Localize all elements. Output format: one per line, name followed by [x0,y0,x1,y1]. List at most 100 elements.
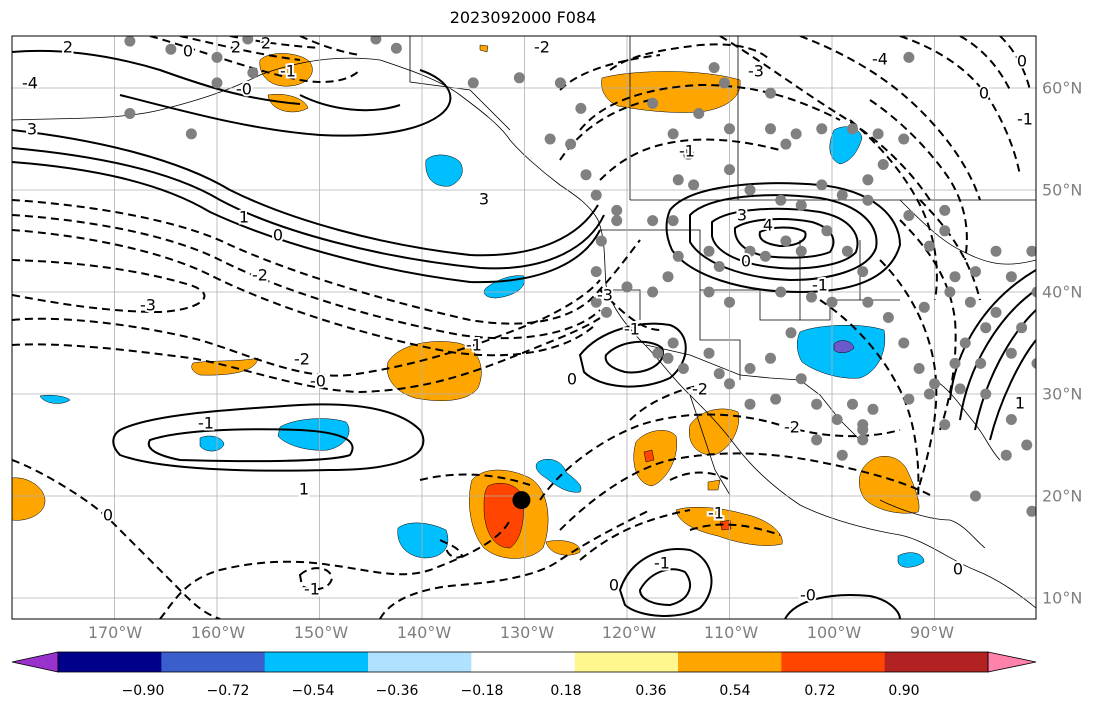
station-dot [1047,266,1058,277]
station-dot [1016,322,1028,334]
colorbar-segment [678,652,782,672]
station-dot [918,301,930,313]
colorbar-segment [161,652,266,672]
colorbar-segment [368,652,472,672]
station-dot [1052,332,1063,343]
station-dot [770,393,782,405]
contour-label: 0 [103,506,113,525]
station-dot [816,179,828,191]
station-dot [811,398,823,410]
station-dot [939,419,951,431]
station-dot [693,108,705,119]
station-dot [370,36,382,45]
station-dot [1093,241,1102,252]
contour-label: -1 [679,142,695,161]
station-dot [775,194,787,206]
station-dot [980,388,992,400]
contour-label: -4 [872,50,888,69]
station-dot [672,250,684,262]
station-dot [513,72,525,84]
station-dot [862,174,874,186]
station-dot [713,368,725,380]
station-dot [785,327,797,339]
station-dot [590,189,602,201]
station-dot [980,322,992,334]
colorbar-tick-label: −0.36 [375,683,419,699]
station-dot [765,123,776,135]
map-title: 2023092000 F084 [449,8,597,27]
lat-label: 60°N [1042,78,1083,98]
station-dot [744,184,756,196]
station-dot [242,36,254,45]
lat-label: 40°N [1042,282,1083,302]
contour-label: -2 [534,38,550,57]
contour-label: -1 [624,320,640,339]
colorbar-segment [471,652,576,672]
lon-label: 140°W [396,623,452,642]
colorbar-tick-label: 0.90 [888,683,920,699]
station-dot [862,296,874,308]
station-dot [954,383,966,395]
colorbar-tick-label: 0.54 [719,683,751,699]
contour-label: 2 [261,34,271,53]
station-dot [724,123,735,135]
colorbar-tick-label: 0.72 [804,683,836,699]
station-dot [959,337,971,349]
colorbar-segment [264,652,369,672]
lat-label: 30°N [1042,384,1083,404]
station-dot [672,174,684,186]
station-markers [124,36,1102,517]
station-dot [667,128,679,140]
station-dot [857,266,869,278]
station-dot [124,108,136,119]
contour-label: -0 [236,80,252,99]
station-dot [688,179,700,191]
station-dot [836,189,848,201]
contour-label: -1 [1017,110,1033,129]
contour-label: 2 [63,38,73,57]
station-dot [667,215,679,227]
station-dot [590,266,602,278]
station-dot [652,347,664,359]
station-dot [565,138,577,150]
contour-lines [12,36,1036,619]
station-dot [872,128,884,140]
station-dot [724,296,735,308]
station-dot [683,148,694,160]
station-dot [806,291,817,303]
lon-label: 90°W [909,623,955,642]
station-dot [775,286,787,298]
station-dot [1000,449,1012,461]
colorbar-segment [574,652,679,672]
contour-label: -2 [692,380,708,399]
station-dot [811,434,823,446]
colorbar-extend-min [11,651,59,673]
station-dot [867,403,879,415]
station-dot [1062,230,1073,241]
station-dot [1005,414,1017,425]
station-dot [580,169,592,181]
station-dot [165,43,177,55]
contour-labels: 2 0 2 2-1-4 -0310-2-3-2-0-1-3-1100-1-3-40-13… [20,34,1035,607]
station-dot [647,97,659,109]
station-dot [877,159,889,170]
station-dot [590,296,602,308]
station-dot [882,312,894,323]
station-dot [744,245,756,257]
station-dot [662,352,674,364]
station-dot [780,138,792,150]
contour-label: 3 [27,120,37,139]
contour-label: -2 [784,418,800,437]
station-dot [1031,357,1036,369]
station-dot [621,281,633,293]
colorbar-tick-label: 0.18 [550,683,582,699]
station-dot [1005,271,1017,283]
lon-label: 160°W [190,623,246,642]
colorbar-segment [58,652,162,672]
station-dot [1073,317,1084,328]
station-dot [847,123,858,135]
contour-label: -1 [812,276,828,295]
station-dot [703,245,715,257]
colorbar-tick-label: −0.18 [460,683,504,699]
